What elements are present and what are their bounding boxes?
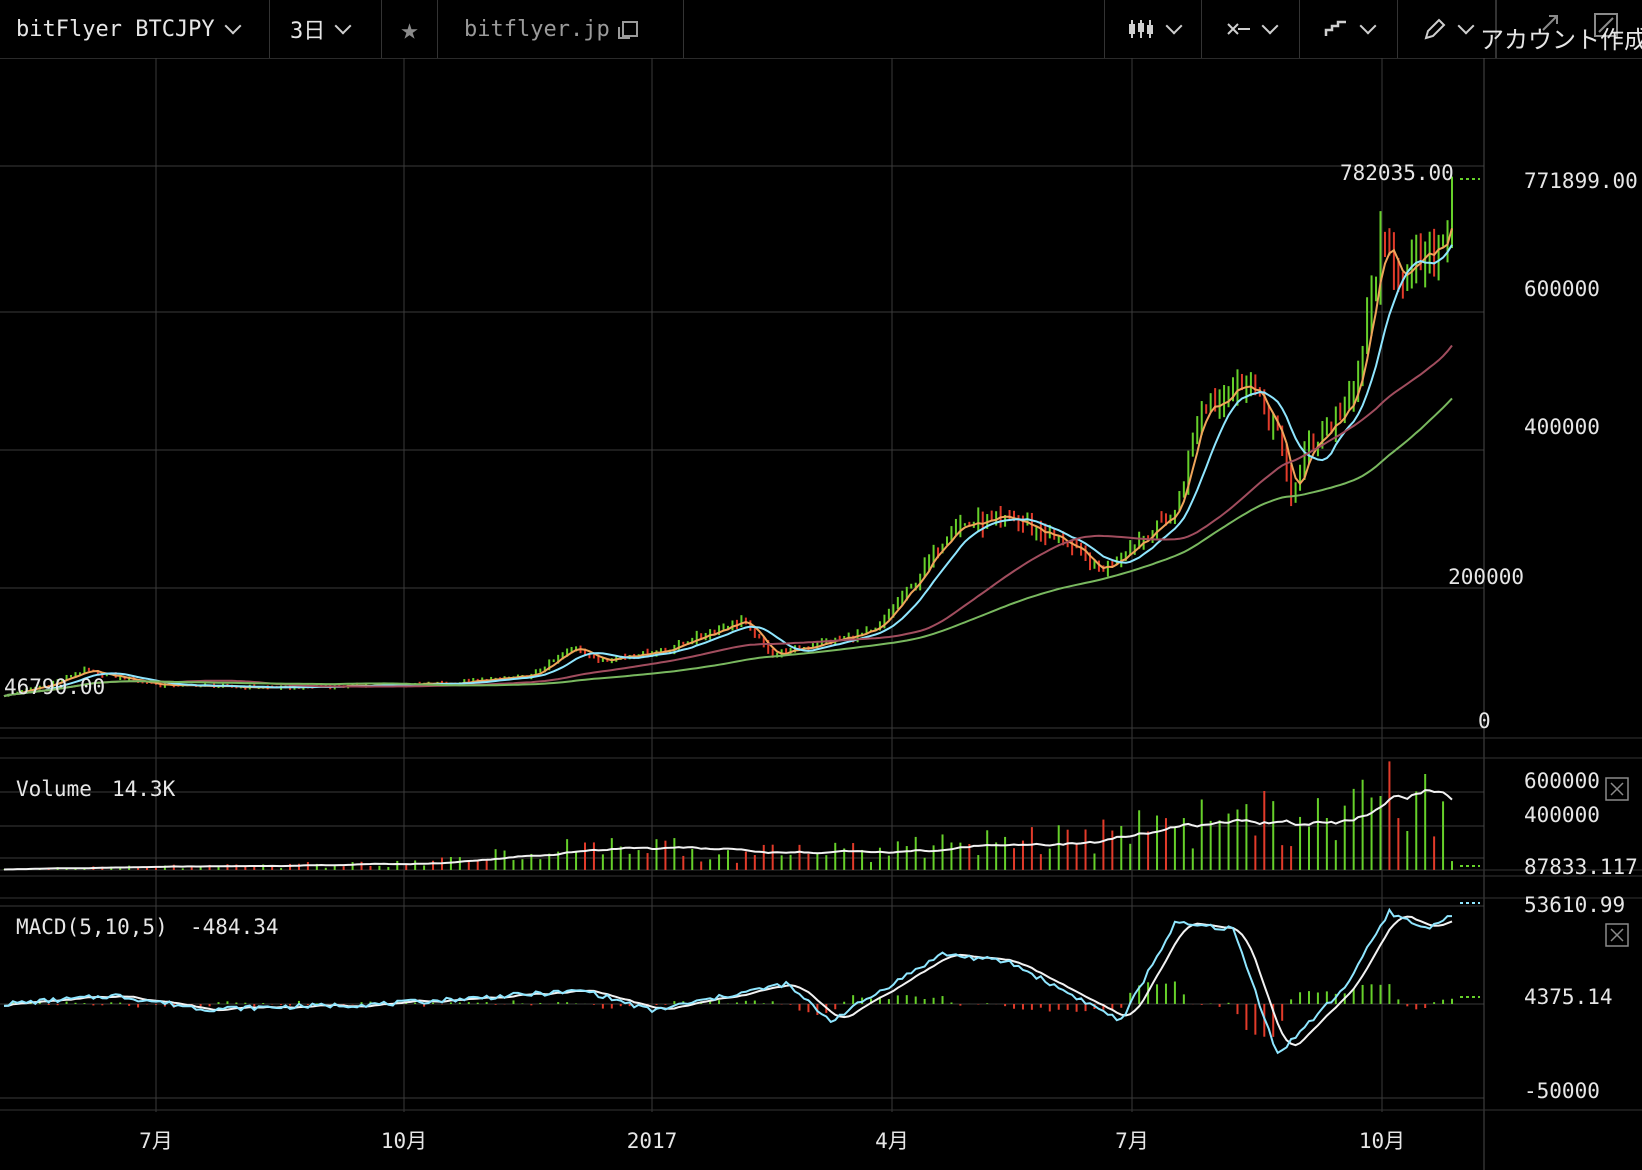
chevron-down-icon — [1261, 17, 1278, 35]
macd-series — [3, 902, 1480, 1055]
chevron-down-icon — [224, 17, 242, 35]
time-tick-oct-2: 10月 — [1359, 1129, 1405, 1153]
compare-icon — [1324, 20, 1346, 36]
ma-mid-line — [3, 244, 1453, 698]
fullscreen-icon[interactable] — [1593, 12, 1619, 38]
chevron-down-icon — [1457, 17, 1474, 35]
grid-lines — [0, 58, 1642, 1170]
macd-top-value: 53610.99 — [1524, 893, 1625, 917]
chart-type-button[interactable] — [1104, 0, 1202, 58]
time-tick-jul: 7月 — [139, 1129, 173, 1153]
account-area — [1496, 0, 1642, 58]
interval-label: 3日 — [290, 19, 326, 44]
volume-ma-line — [3, 789, 1453, 871]
draw-icon — [1424, 18, 1445, 40]
time-tick-apr: 4月 — [875, 1129, 909, 1153]
macd-title: MACD(5,10,5) — [16, 915, 168, 939]
volume-value: 14.3K — [112, 777, 176, 801]
interval-selector[interactable]: 3日 — [270, 0, 382, 58]
volume-last-value: 87833.117 — [1524, 855, 1638, 879]
price-tick-0: 0 — [1478, 709, 1491, 733]
copy-icon — [617, 21, 638, 39]
macd-last-value: 4375.14 — [1524, 985, 1613, 1009]
host-link[interactable]: bitflyer.jp — [438, 0, 684, 58]
price-axis: 0 200000 400000 600000 771899.00 782035.… — [4, 161, 1638, 733]
indicators-icon — [1226, 23, 1250, 35]
macd-panel: MACD(5,10,5) -484.34 53610.99 4375.14 -5… — [16, 893, 1629, 1103]
favorite-button[interactable]: ★ — [382, 0, 438, 58]
chevron-down-icon — [1359, 17, 1376, 35]
star-icon: ★ — [400, 11, 419, 47]
symbol-selector[interactable]: bitFlyer BTCJPY — [0, 0, 270, 58]
moving-averages — [3, 178, 1480, 698]
symbol-label: bitFlyer BTCJPY — [16, 16, 215, 42]
ma-long-line — [3, 397, 1453, 698]
price-tick-600000: 600000 — [1524, 277, 1600, 301]
volume-title: Volume — [16, 777, 92, 801]
volume-tick-400000: 400000 — [1524, 803, 1600, 827]
low-price-label: 46790.00 — [4, 675, 105, 699]
close-icon[interactable] — [1605, 923, 1629, 947]
macd-line — [3, 907, 1452, 1055]
time-tick-jul-2: 7月 — [1115, 1129, 1149, 1153]
draw-button[interactable] — [1398, 0, 1496, 58]
chevron-down-icon — [1165, 17, 1183, 35]
price-tick-400000: 400000 — [1524, 415, 1600, 439]
high-price-label: 782035.00 — [1340, 161, 1454, 185]
close-icon[interactable] — [1605, 777, 1629, 801]
price-candles — [7, 176, 1453, 697]
account-create-link[interactable]: アカウント作成 — [1480, 26, 1642, 54]
volume-close-button[interactable] — [1605, 777, 1629, 801]
chevron-down-icon — [334, 17, 352, 35]
host-label: bitflyer.jp — [464, 16, 610, 42]
macd-tick-neg50000: -50000 — [1524, 1079, 1600, 1103]
macd-close-button[interactable] — [1605, 923, 1629, 947]
macd-value: -484.34 — [190, 915, 279, 939]
price-chart[interactable]: 0 200000 400000 600000 771899.00 782035.… — [0, 58, 1642, 1170]
ma-slow-line — [3, 344, 1453, 698]
indicators-button[interactable] — [1202, 0, 1300, 58]
volume-tick-600000: 600000 — [1524, 769, 1600, 793]
compare-button[interactable] — [1300, 0, 1398, 58]
candles-icon — [1129, 20, 1153, 38]
popout-icon[interactable] — [1537, 12, 1563, 36]
volume-bars — [3, 761, 1480, 871]
volume-panel: Volume 14.3K 600000 400000 87833.117 — [16, 769, 1638, 879]
price-tick-200000: 200000 — [1448, 565, 1524, 589]
time-axis: 7月 10月 2017 4月 7月 10月 — [139, 1129, 1405, 1153]
chart-toolbar: bitFlyer BTCJPY 3日 ★ bitflyer.jp — [0, 0, 1642, 59]
time-tick-2017: 2017 — [627, 1129, 678, 1153]
last-price-label: 771899.00 — [1524, 169, 1638, 193]
time-tick-oct: 10月 — [381, 1129, 427, 1153]
